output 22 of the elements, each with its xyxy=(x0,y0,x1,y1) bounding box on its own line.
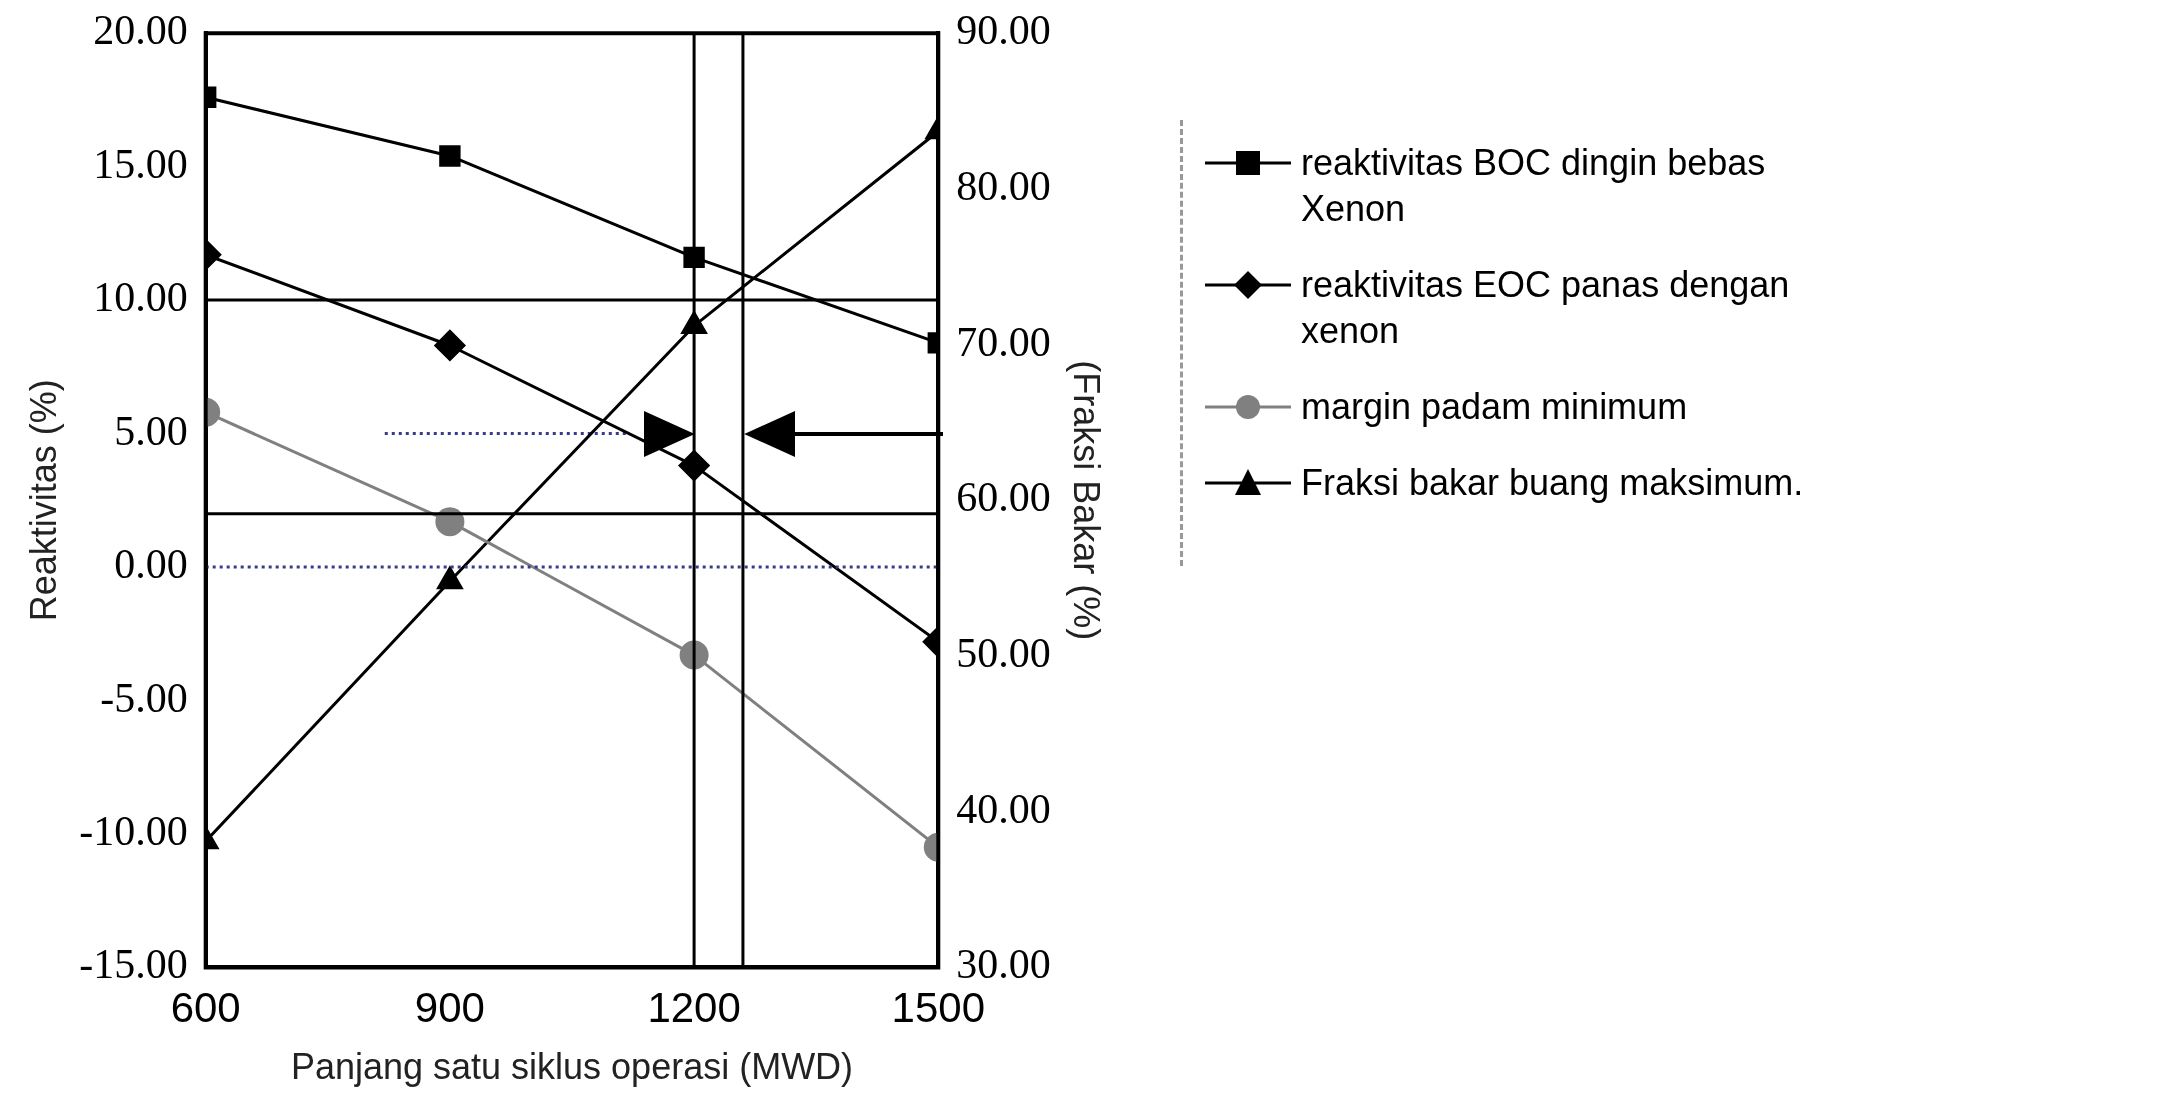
y2-tick-label: 80.00 xyxy=(956,162,1051,209)
y-axis-title: Reaktivitas (%) xyxy=(22,379,64,622)
y2-tick-label: 70.00 xyxy=(956,318,1051,365)
y-tick-label: 5.00 xyxy=(114,407,188,454)
x-axis-title: Panjang satu siklus operasi (MWD) xyxy=(290,1046,854,1088)
y-tick-label: -5.00 xyxy=(100,674,188,721)
y-tick-label: 20.00 xyxy=(93,7,188,54)
x-tick-label: 1200 xyxy=(647,984,741,1032)
y2-axis-title: (Fraksi Bakar (%) xyxy=(1066,360,1108,641)
legend-label: reaktivitas BOC dingin bebas Xenon xyxy=(1301,141,1767,231)
legend-label: Fraksi bakar buang maksimum. xyxy=(1301,461,1804,505)
legend-label: margin padam minimum xyxy=(1301,385,1688,429)
y2-tick-label: 40.00 xyxy=(956,785,1051,832)
legend-label: reaktivitas EOC panas dengan xenon xyxy=(1301,263,1791,353)
y-tick-label: -10.00 xyxy=(79,807,188,854)
x-tick-label: 900 xyxy=(414,984,485,1032)
y-tick-label: 0.00 xyxy=(114,541,188,588)
y2-tick-label: 90.00 xyxy=(956,7,1051,54)
y2-tick-label: 50.00 xyxy=(956,630,1051,677)
y-tick-label: 15.00 xyxy=(93,140,188,187)
y2-tick-label: 60.00 xyxy=(956,474,1051,521)
y-tick-label: 10.00 xyxy=(93,274,188,321)
